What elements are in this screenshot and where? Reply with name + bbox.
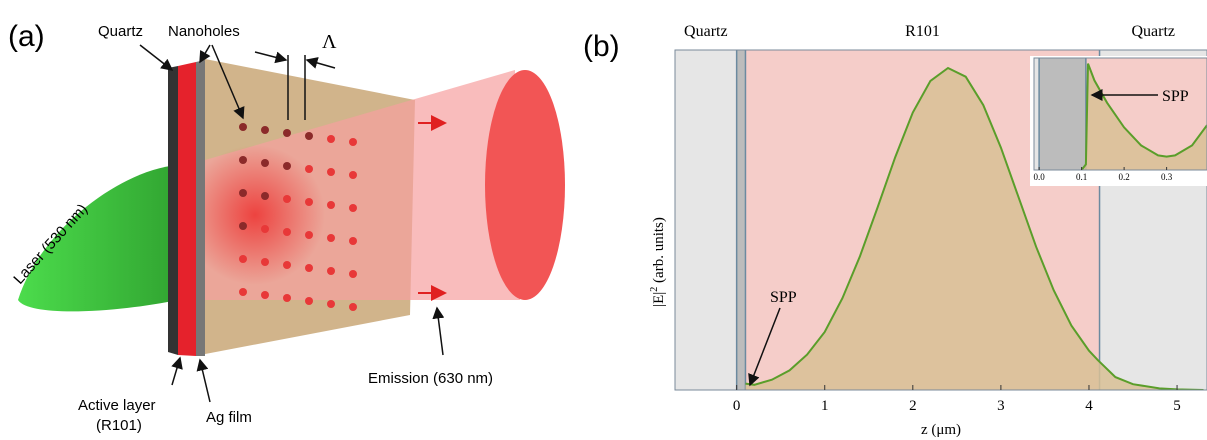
x-tick-label: 0.0 bbox=[1033, 172, 1045, 182]
label-quartz: Quartz bbox=[98, 23, 143, 40]
nanohole bbox=[239, 222, 247, 230]
nanohole bbox=[283, 294, 291, 302]
nanohole bbox=[327, 168, 335, 176]
region-label: Quartz bbox=[1132, 23, 1176, 40]
pointer bbox=[140, 45, 172, 70]
nanohole bbox=[261, 258, 269, 266]
nanohole bbox=[327, 300, 335, 308]
label-period: Λ bbox=[322, 31, 337, 53]
x-tick-label: 3 bbox=[997, 398, 1005, 414]
region-label: R101 bbox=[905, 23, 940, 40]
laser-beam bbox=[18, 165, 178, 311]
quartz-layer bbox=[168, 66, 178, 355]
nanohole bbox=[305, 264, 313, 272]
emission-end bbox=[485, 70, 565, 300]
nanohole bbox=[349, 204, 357, 212]
region bbox=[1039, 58, 1086, 170]
nanohole bbox=[327, 201, 335, 209]
nanohole bbox=[261, 291, 269, 299]
x-tick-label: 1 bbox=[821, 398, 829, 414]
nanohole bbox=[349, 138, 357, 146]
pointer bbox=[172, 358, 180, 385]
nanohole bbox=[349, 270, 357, 278]
pointer bbox=[255, 52, 286, 60]
panel-label: (a) bbox=[8, 20, 45, 53]
nanohole bbox=[349, 303, 357, 311]
nanohole bbox=[239, 156, 247, 164]
annotation: SPP bbox=[770, 289, 797, 306]
nanohole bbox=[239, 288, 247, 296]
nanohole bbox=[305, 198, 313, 206]
nanohole bbox=[349, 237, 357, 245]
region bbox=[1034, 58, 1039, 170]
region-label: Quartz bbox=[684, 23, 728, 40]
x-tick-label: 2 bbox=[909, 398, 917, 414]
nanohole bbox=[261, 159, 269, 167]
x-tick-label: 0.1 bbox=[1076, 172, 1087, 182]
x-tick-label: 0 bbox=[733, 398, 741, 414]
label-emission: Emission (630 nm) bbox=[368, 370, 493, 387]
nanohole bbox=[261, 192, 269, 200]
region bbox=[737, 50, 746, 390]
x-tick-label: 0.3 bbox=[1161, 172, 1173, 182]
nanohole bbox=[327, 135, 335, 143]
pointer bbox=[437, 308, 443, 355]
nanohole bbox=[261, 225, 269, 233]
y-label-part: |E| bbox=[651, 292, 667, 307]
ag-film bbox=[196, 60, 205, 356]
nanohole bbox=[349, 171, 357, 179]
panel-a: (a) Quartz Nanoholes Λ Laser (530 nm) Em… bbox=[8, 20, 565, 434]
pointer bbox=[307, 60, 335, 68]
nanohole bbox=[239, 189, 247, 197]
pointer bbox=[200, 360, 210, 402]
nanohole bbox=[305, 297, 313, 305]
nanohole bbox=[283, 129, 291, 137]
label-nanoholes: Nanoholes bbox=[168, 23, 240, 40]
x-axis-label: z (μm) bbox=[921, 422, 961, 438]
nanohole bbox=[327, 267, 335, 275]
plot-1 bbox=[1034, 58, 1207, 170]
region bbox=[675, 50, 737, 390]
figure: (a) Quartz Nanoholes Λ Laser (530 nm) Em… bbox=[0, 0, 1207, 440]
panel-label: (b) bbox=[583, 30, 620, 63]
panel-b: Quartz R101 Quartz 0 1 2 3 4 5 SPP z (μm) |E|2 (arb… bbox=[649, 23, 1207, 438]
nanohole bbox=[305, 165, 313, 173]
nanohole bbox=[261, 126, 269, 134]
label-ag-film: Ag film bbox=[206, 409, 252, 426]
active-layer bbox=[178, 62, 196, 356]
nanohole bbox=[305, 231, 313, 239]
nanohole bbox=[283, 261, 291, 269]
nanohole bbox=[239, 255, 247, 263]
nanohole bbox=[305, 132, 313, 140]
label-active-layer: (R101) bbox=[96, 417, 142, 434]
x-tick-label: 0.2 bbox=[1118, 172, 1129, 182]
label-active-layer: Active layer bbox=[78, 397, 156, 414]
nanohole bbox=[327, 234, 335, 242]
y-axis-label: |E|2 (arb. units) bbox=[649, 217, 667, 307]
glow bbox=[185, 145, 325, 285]
annotation: SPP bbox=[1162, 88, 1189, 105]
x-tick-label: 4 bbox=[1085, 398, 1093, 414]
y-label-part: (arb. units) bbox=[651, 217, 667, 287]
nanohole bbox=[283, 228, 291, 236]
nanohole bbox=[283, 162, 291, 170]
nanohole bbox=[239, 123, 247, 131]
nanohole bbox=[283, 195, 291, 203]
x-tick-label: 5 bbox=[1173, 398, 1181, 414]
